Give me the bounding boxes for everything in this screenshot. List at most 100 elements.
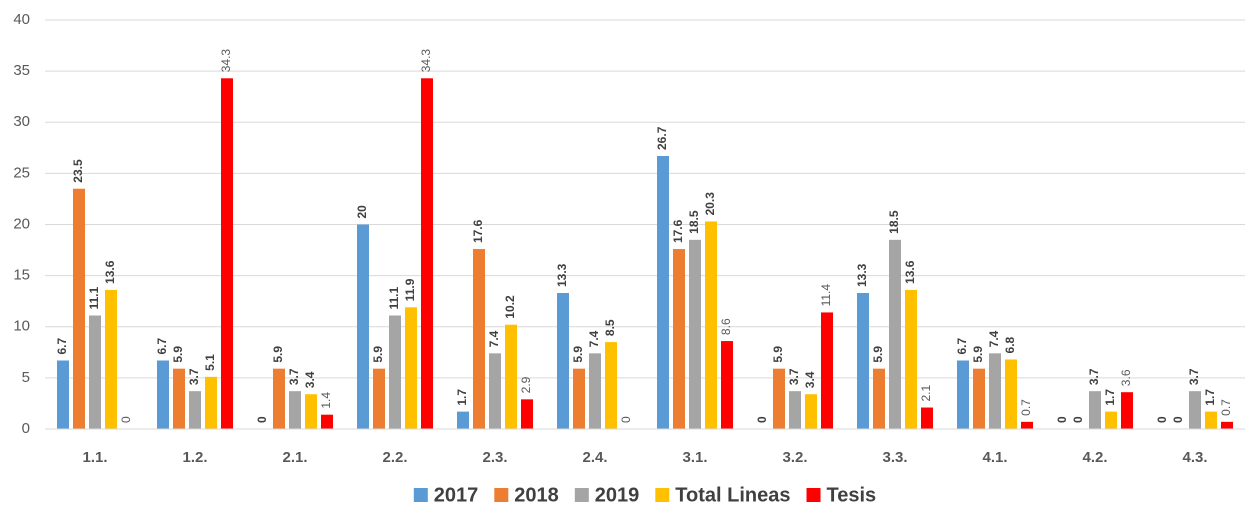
bar	[489, 353, 501, 429]
data-label: 6.7	[55, 337, 69, 354]
bar	[73, 188, 85, 429]
data-label: 7.4	[587, 330, 601, 347]
data-label: 13.6	[903, 260, 917, 284]
data-label: 17.6	[471, 219, 485, 243]
data-label: 6.7	[955, 337, 969, 354]
data-label: 20.3	[703, 192, 717, 216]
bar	[373, 368, 385, 429]
bar	[957, 360, 969, 429]
bar	[1189, 391, 1201, 429]
data-label: 7.4	[987, 330, 1001, 347]
data-label: 5.9	[871, 346, 885, 363]
bar	[689, 239, 701, 429]
x-tick-label: 2.4.	[582, 449, 607, 466]
bar	[773, 368, 785, 429]
data-label: 3.7	[1187, 368, 1201, 385]
data-label: 18.5	[887, 210, 901, 234]
data-label: 6.7	[155, 337, 169, 354]
y-tick-label: 35	[13, 62, 30, 79]
bar	[557, 293, 569, 429]
bar	[1089, 391, 1101, 429]
data-label: 1.7	[1103, 389, 1117, 406]
y-tick-label: 40	[13, 11, 30, 28]
y-tick-label: 30	[13, 113, 30, 130]
x-tick-label: 3.1.	[682, 449, 707, 466]
bar	[889, 239, 901, 429]
data-label: 7.4	[487, 330, 501, 347]
legend-swatch	[413, 488, 428, 502]
data-label: 26.7	[655, 126, 669, 150]
bar	[457, 411, 469, 429]
bar	[1221, 421, 1233, 429]
data-label: 3.7	[1087, 368, 1101, 385]
x-tick-label: 4.2.	[1082, 449, 1107, 466]
data-label: 1.4	[319, 392, 333, 409]
data-label: 13.6	[103, 260, 117, 284]
data-label: 3.7	[187, 368, 201, 385]
data-label: 3.7	[787, 368, 801, 385]
data-label: 2.1	[919, 385, 933, 402]
bar	[189, 391, 201, 429]
data-label: 17.6	[671, 219, 685, 243]
data-label: 0	[619, 416, 633, 423]
x-tick-label: 2.3.	[482, 449, 507, 466]
data-label: 11.1	[387, 286, 401, 309]
data-label: 5.9	[771, 346, 785, 363]
bar	[873, 368, 885, 429]
bar	[473, 249, 485, 429]
x-tick-label: 1.1.	[82, 449, 107, 466]
data-label: 11.4	[819, 284, 833, 307]
bar	[321, 414, 333, 429]
bar	[821, 312, 833, 429]
y-tick-label: 20	[13, 215, 30, 232]
data-label: 13.3	[555, 263, 569, 287]
bar	[989, 353, 1001, 429]
x-tick-label: 3.2.	[782, 449, 807, 466]
bar	[805, 394, 817, 429]
data-label: 0	[1055, 416, 1069, 423]
y-tick-label: 0	[22, 420, 30, 437]
bar	[173, 368, 185, 429]
bar	[89, 315, 101, 429]
y-tick-label: 25	[13, 164, 30, 181]
bar	[521, 399, 533, 429]
bar	[157, 360, 169, 429]
bar	[405, 307, 417, 429]
bar	[357, 224, 369, 429]
y-tick-label: 15	[13, 267, 30, 284]
data-label: 3.4	[303, 371, 317, 388]
bar	[1005, 359, 1017, 429]
y-tick-label: 10	[13, 318, 30, 335]
bar	[1105, 411, 1117, 429]
y-tick-label: 5	[22, 369, 30, 386]
bar	[57, 360, 69, 429]
bar	[273, 368, 285, 429]
x-tick-label: 1.2.	[182, 449, 207, 466]
bar	[573, 368, 585, 429]
x-tick-label: 2.2.	[382, 449, 407, 466]
bar	[289, 391, 301, 429]
data-label: 0	[1171, 416, 1185, 423]
bar	[105, 289, 117, 429]
data-label: 0	[1155, 416, 1169, 423]
data-label: 0	[119, 416, 133, 423]
data-label: 6.8	[1003, 336, 1017, 353]
x-tick-label: 4.1.	[982, 449, 1007, 466]
legend-swatch	[806, 488, 821, 502]
data-label: 34.3	[219, 49, 233, 73]
data-label: 34.3	[419, 49, 433, 73]
bar	[721, 341, 733, 429]
data-label: 1.7	[455, 389, 469, 406]
data-label: 18.5	[687, 210, 701, 234]
bar	[589, 353, 601, 429]
data-label: 23.5	[71, 159, 85, 183]
bar	[305, 394, 317, 429]
data-label: 5.1	[203, 354, 217, 371]
x-tick-label: 3.3.	[882, 449, 907, 466]
data-label: 5.9	[171, 346, 185, 363]
bar	[657, 155, 669, 429]
x-tick-label: 2.1.	[282, 449, 307, 466]
bar	[973, 368, 985, 429]
legend-swatch	[574, 488, 589, 502]
